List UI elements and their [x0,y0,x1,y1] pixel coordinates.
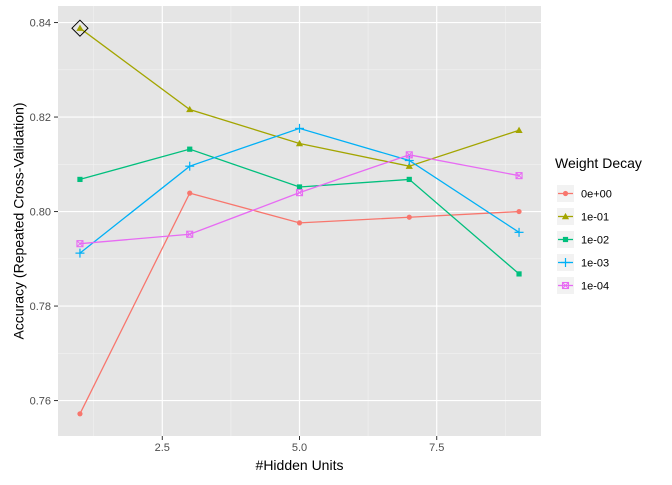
legend: Weight Decay 0e+00 1e-01 1e-02 1e-03 1e-04 [555,155,642,294]
data-point [76,240,84,248]
legend-title: Weight Decay [555,155,642,171]
data-point [406,176,412,183]
data-point [186,105,194,113]
data-point [77,411,83,417]
legend-item: 0e+00 [557,185,612,202]
legend-label: 1e-04 [581,281,609,293]
y-tick-label: 0.82 [30,112,51,124]
series-3 [77,146,522,277]
legend-marker [561,212,570,220]
data-point [515,172,523,180]
series-layer [75,24,524,417]
data-point [76,24,84,31]
legend-marker [562,236,569,243]
series-4 [75,123,524,258]
legend-marker [561,258,570,267]
legend-item: 1e-04 [557,277,609,294]
y-tick-label: 0.76 [30,396,51,408]
data-point [516,271,522,277]
data-point [295,123,304,133]
annotation-layer [71,19,89,37]
x-tick-label: 2.5 [155,442,170,454]
data-point [75,248,85,258]
data-point [514,227,524,237]
legend-item: 1e-02 [557,231,609,248]
data-point [186,230,194,238]
legend-label: 1e-03 [581,258,609,270]
series-2 [76,24,523,169]
data-point [405,151,413,159]
data-point [405,162,413,169]
x-tick-label: 7.5 [429,442,444,454]
data-point [296,220,303,226]
data-point [187,146,193,152]
y-tick-label: 0.84 [30,18,51,30]
x-axis-title: #Hidden Units [256,457,344,473]
legend-item: 1e-01 [557,208,609,225]
series-1 [77,190,522,417]
data-point [295,189,304,197]
legend-label: 1e-02 [581,235,609,247]
data-point [185,161,195,171]
series-5 [76,151,523,248]
data-point [406,214,412,220]
y-axis: 0.76 0.78 0.80 0.82 0.84 [30,18,58,408]
y-tick-label: 0.80 [30,207,51,219]
x-axis: 2.5 5.0 7.5 [155,436,444,454]
y-tick-label: 0.78 [30,301,51,313]
data-point [295,139,304,147]
best-point-diamond [71,19,89,37]
legend-item: 1e-03 [557,254,609,271]
data-point [187,190,193,196]
data-point [516,208,522,215]
x-tick-label: 5.0 [292,442,307,454]
data-point [296,184,303,190]
y-axis-title: Accuracy (Repeated Cross-Validation) [11,102,27,339]
data-point [515,126,523,133]
legend-label: 1e-01 [581,212,609,224]
legend-marker [561,281,570,290]
legend-label: 0e+00 [581,189,612,201]
data-point [77,176,83,183]
legend-marker [562,190,569,197]
